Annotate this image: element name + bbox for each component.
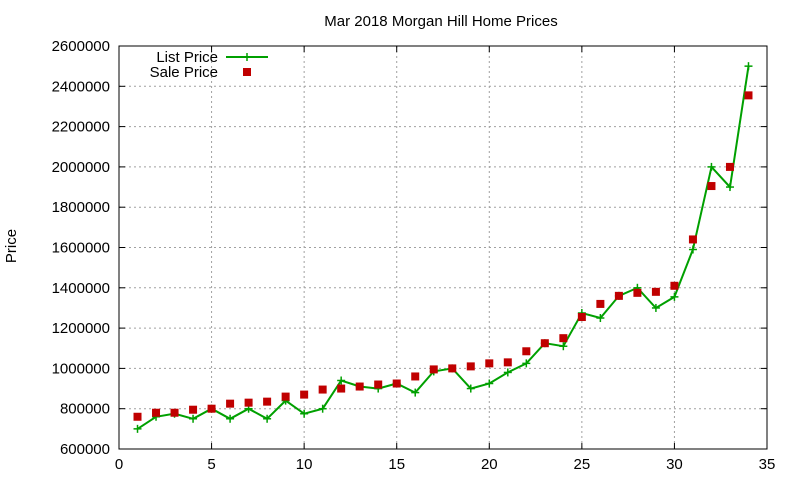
legend-label: Sale Price	[150, 64, 218, 81]
x-tick-label: 5	[207, 456, 215, 473]
sale-price-point	[596, 299, 605, 308]
sale-price-point	[281, 392, 290, 401]
x-tick-label: 10	[296, 456, 313, 473]
sale-price-point	[540, 339, 549, 348]
sale-price-point	[207, 404, 216, 413]
sale-price-point	[429, 365, 438, 374]
axis-ticks	[118, 45, 768, 450]
sale-price-point	[577, 313, 586, 322]
list-price-point	[133, 424, 142, 433]
x-tick-label: 25	[574, 456, 591, 473]
y-tick-label: 1000000	[52, 360, 110, 377]
sale-price-point	[633, 288, 642, 297]
legend-label: List Price	[156, 49, 218, 66]
list-price-point	[651, 303, 660, 312]
series-sale-price	[133, 91, 753, 421]
list-price-point	[725, 183, 734, 192]
list-price-point	[707, 162, 716, 171]
y-axis-label: Price	[3, 229, 20, 263]
sale-price-point	[466, 362, 475, 371]
y-tick-label: 600000	[60, 441, 110, 458]
sale-price-point	[503, 358, 512, 367]
sale-price-point	[651, 287, 660, 296]
list-price-point	[263, 414, 272, 423]
sale-price-point	[707, 182, 716, 191]
sale-price-point	[392, 379, 401, 388]
legend-plus-marker	[243, 53, 251, 61]
sale-price-point	[688, 235, 697, 244]
list-price-point	[503, 368, 512, 377]
grid-lines	[119, 46, 767, 449]
sale-price-point	[614, 291, 623, 300]
list-price-point	[485, 379, 494, 388]
list-price-point	[596, 314, 605, 323]
y-tick-label: 1600000	[52, 240, 110, 257]
list-price-point	[466, 384, 475, 393]
x-tick-label: 0	[115, 456, 123, 473]
series-list-price	[133, 62, 753, 433]
y-tick-label: 1400000	[52, 280, 110, 297]
sale-price-point	[244, 398, 253, 407]
sale-price-point	[300, 390, 309, 399]
y-tick-label: 800000	[60, 401, 110, 418]
y-tick-label: 2000000	[52, 159, 110, 176]
y-tick-label: 1800000	[52, 199, 110, 216]
legend-square-swatch	[243, 68, 251, 76]
y-tick-label: 2400000	[52, 78, 110, 95]
sale-price-point	[263, 397, 272, 406]
chart-title: Mar 2018 Morgan Hill Home Prices	[324, 13, 557, 30]
list-price-point	[744, 62, 753, 71]
list-price-point	[688, 245, 697, 254]
sale-price-point	[318, 385, 327, 394]
list-price-point	[318, 404, 327, 413]
sale-price-point	[522, 347, 531, 356]
sale-price-point	[337, 384, 346, 393]
list-price-line	[136, 66, 750, 430]
list-price-point	[411, 388, 420, 397]
list-price-point	[559, 342, 568, 351]
sale-price-point	[133, 412, 142, 421]
sale-price-point	[374, 380, 383, 389]
series-layer	[133, 62, 753, 433]
sale-price-point	[189, 405, 198, 414]
y-tick-label: 2200000	[52, 119, 110, 136]
x-tick-label: 35	[759, 456, 776, 473]
x-tick-label: 15	[388, 456, 405, 473]
list-price-point	[226, 414, 235, 423]
y-tick-label: 1200000	[52, 320, 110, 337]
sale-price-point	[411, 372, 420, 381]
sale-price-point	[152, 408, 161, 417]
sale-price-point	[485, 359, 494, 368]
sale-price-point	[559, 334, 568, 343]
y-tick-label: 2600000	[52, 38, 110, 55]
sale-price-point	[355, 382, 364, 391]
list-price-point	[300, 409, 309, 418]
tick-labels: 0 5 10 15 20 25 30 35 600000 800000 1000000 1200000…	[52, 38, 776, 473]
sale-price-point	[448, 364, 457, 373]
sale-price-point	[226, 399, 235, 408]
sale-price-point	[670, 281, 679, 290]
sale-price-point	[725, 162, 734, 171]
list-price-point	[189, 414, 198, 423]
sale-price-point	[744, 91, 753, 100]
list-price-point	[337, 376, 346, 385]
sale-price-point	[170, 408, 179, 417]
x-tick-label: 30	[666, 456, 683, 473]
x-tick-label: 20	[481, 456, 498, 473]
list-price-point	[522, 359, 531, 368]
list-price-point	[670, 292, 679, 301]
